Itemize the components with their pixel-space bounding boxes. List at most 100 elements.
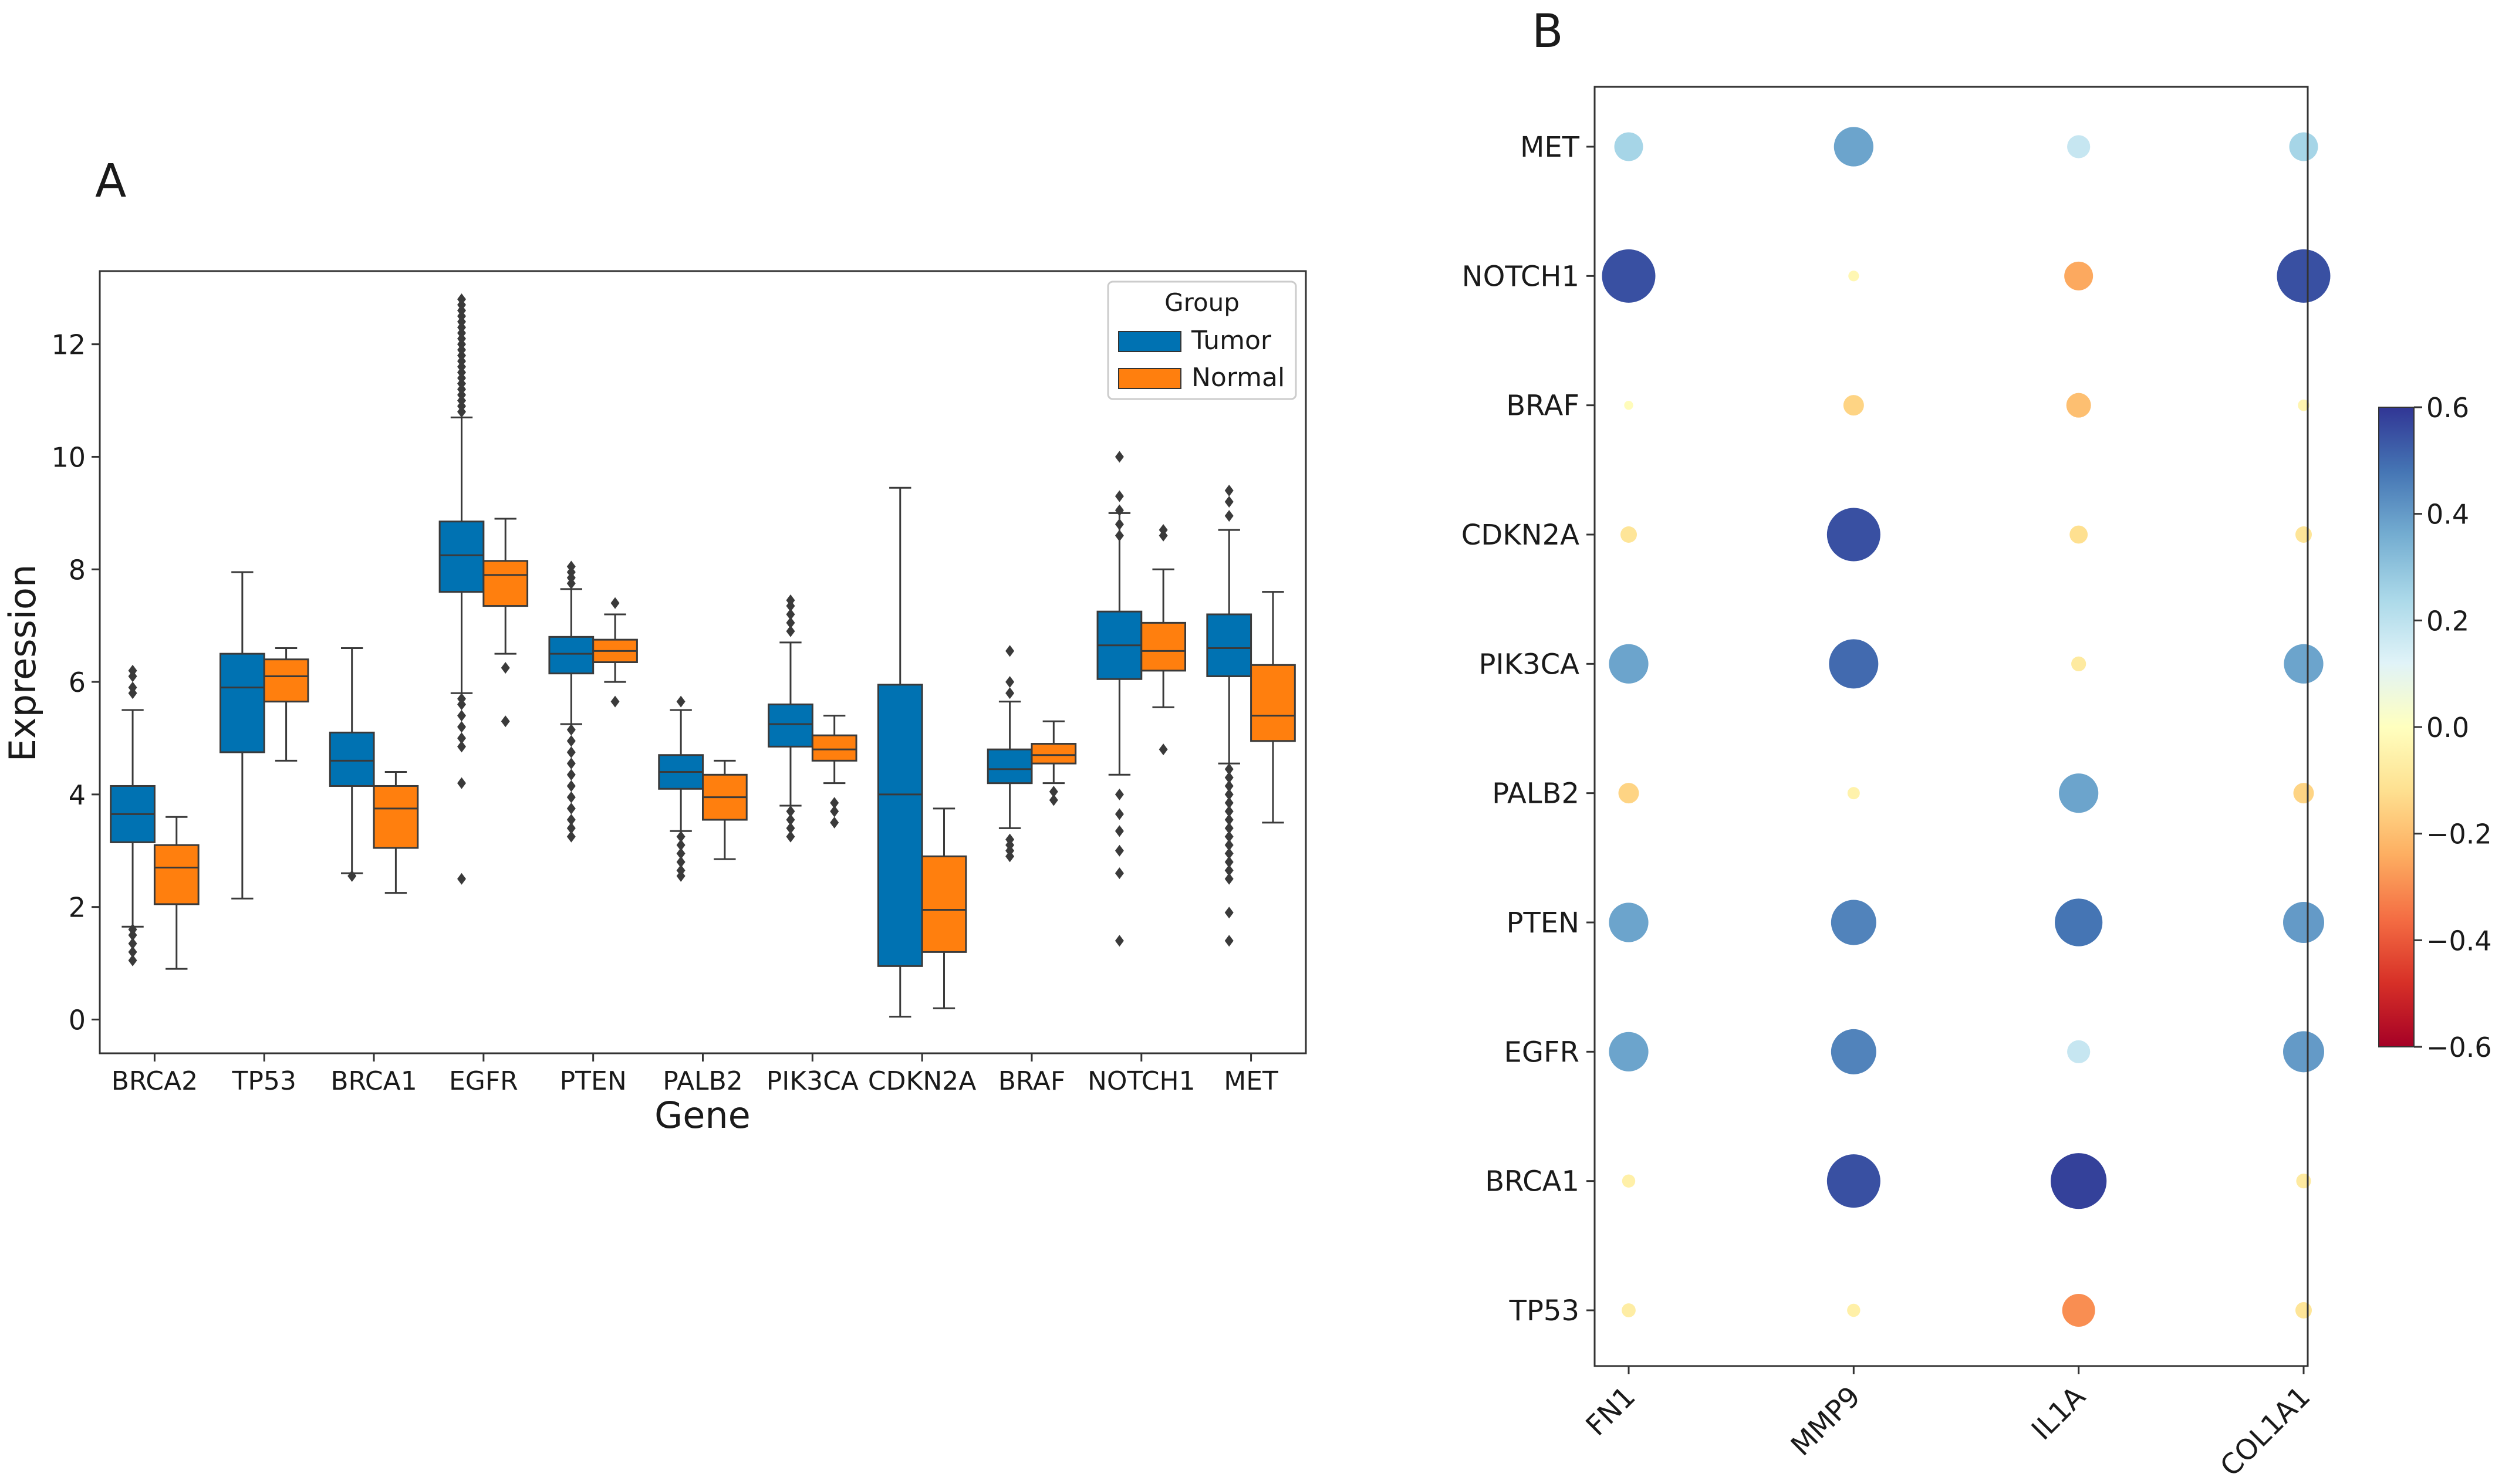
outlier-point — [676, 847, 686, 860]
box-iqr — [1031, 743, 1077, 765]
outlier-point — [1224, 907, 1234, 919]
outlier-point — [1224, 873, 1234, 885]
y-tick-label: 6 — [69, 667, 86, 698]
x-tick-label-egfr: EGFR — [449, 1066, 518, 1096]
y-tick-label: 8 — [69, 554, 86, 586]
box-iqr — [1250, 664, 1296, 742]
box-pten-normal — [592, 597, 638, 708]
outlier-point — [566, 814, 576, 826]
box-iqr — [987, 748, 1033, 785]
outlier-point — [566, 822, 576, 834]
outlier-point — [830, 797, 839, 809]
panel-a-xlabel: Gene — [654, 1094, 751, 1137]
outlier-point — [566, 577, 576, 590]
dot-pik3ca-il1a — [2071, 656, 2086, 671]
outlier-point — [566, 791, 576, 803]
box-egfr-tumor — [438, 293, 485, 885]
dot-palb2-fn1 — [1618, 783, 1639, 804]
box-iqr — [153, 844, 200, 905]
outlier-point — [676, 856, 686, 868]
dot-met-il1a — [2067, 135, 2091, 158]
outlier-point — [1224, 935, 1234, 947]
outlier-point — [457, 709, 466, 722]
outlier-point — [786, 805, 795, 817]
box-iqr — [768, 703, 813, 748]
outlier-point — [1115, 504, 1124, 516]
outlier-point — [1159, 743, 1168, 756]
outlier-point — [786, 600, 795, 612]
outlier-point — [1224, 496, 1234, 508]
row-label-braf: BRAF — [1506, 390, 1579, 422]
outlier-point — [1115, 788, 1124, 800]
x-tick-label-brca1: BRCA1 — [330, 1066, 417, 1096]
dot-notch1-fn1 — [1602, 249, 1656, 303]
outlier-point — [676, 870, 686, 882]
outlier-point — [566, 758, 576, 770]
outlier-point — [786, 822, 795, 834]
row-label-palb2: PALB2 — [1492, 778, 1579, 810]
box-iqr — [438, 520, 485, 593]
outlier-point — [566, 780, 576, 792]
y-tick-label: 12 — [51, 329, 86, 361]
dot-egfr-fn1 — [1609, 1032, 1649, 1071]
outlier-point — [1005, 687, 1015, 699]
legend-swatch-tumor — [1118, 331, 1181, 352]
legend-title: Group — [1164, 288, 1240, 317]
outlier-point — [1224, 830, 1234, 843]
outlier-point — [457, 777, 466, 789]
colorbar-ticks: 0.6 0.4 0.2 0.0 −0.2 −0.4 −0.6 — [2414, 392, 2492, 1063]
outlier-point — [1115, 844, 1124, 857]
x-tick-label-pik3ca: PIK3CA — [767, 1066, 859, 1096]
dot-cdkn2a-col1a1 — [2295, 526, 2312, 543]
y-tick-label: 4 — [69, 779, 86, 811]
outlier-point — [128, 670, 137, 682]
row-label-cdkn2a: CDKN2A — [1461, 519, 1579, 552]
colorbar-tick-label: 0.4 — [2426, 499, 2469, 530]
dot-tp53-mmp9 — [1847, 1303, 1861, 1317]
outlier-point — [1115, 490, 1124, 502]
box-palb2-normal — [702, 759, 748, 860]
box-tp53-normal — [263, 647, 309, 762]
outlier-point — [1224, 822, 1234, 834]
dot-met-fn1 — [1614, 132, 1643, 161]
outlier-point — [1224, 780, 1234, 792]
outlier-point — [1115, 867, 1124, 880]
outlier-point — [566, 735, 576, 747]
row-label-notch1: NOTCH1 — [1462, 260, 1579, 293]
outlier-point — [1115, 808, 1124, 820]
box-iqr — [811, 734, 857, 762]
outlier-point — [1224, 763, 1234, 775]
outlier-point — [566, 724, 576, 736]
dot-pten-col1a1 — [2283, 902, 2324, 943]
panel-a-label: A — [95, 155, 126, 208]
box-iqr — [877, 684, 923, 967]
legend-swatch-normal — [1118, 368, 1181, 389]
col-label-mmp9: MMP9 — [1785, 1380, 1867, 1462]
colorbar-tick-label: 0.0 — [2426, 712, 2469, 743]
box-brca1-tumor — [329, 647, 375, 882]
outlier-point — [1224, 839, 1234, 851]
dot-pik3ca-col1a1 — [2284, 644, 2324, 684]
x-tick-label-met: MET — [1224, 1066, 1278, 1096]
dot-palb2-col1a1 — [2293, 783, 2314, 804]
box-pik3ca-tumor — [768, 594, 813, 843]
outlier-point — [501, 715, 510, 728]
outlier-point — [566, 830, 576, 843]
colorbar-tick-label: −0.6 — [2426, 1032, 2492, 1063]
outlier-point — [1005, 645, 1015, 657]
outlier-point — [1005, 850, 1015, 863]
outlier-point — [786, 625, 795, 637]
outlier-point — [610, 597, 620, 609]
dot-brca1-fn1 — [1622, 1174, 1636, 1188]
outlier-point — [1224, 805, 1234, 817]
outlier-point — [1224, 788, 1234, 800]
dot-tp53-fn1 — [1622, 1303, 1636, 1317]
box-iqr — [1206, 613, 1252, 677]
col-label-fn1: FN1 — [1579, 1380, 1642, 1442]
dot-egfr-col1a1 — [2283, 1031, 2324, 1073]
box-iqr — [329, 731, 375, 787]
outlier-point — [128, 937, 137, 949]
outlier-point — [786, 617, 795, 629]
y-tick-label: 0 — [69, 1004, 86, 1036]
